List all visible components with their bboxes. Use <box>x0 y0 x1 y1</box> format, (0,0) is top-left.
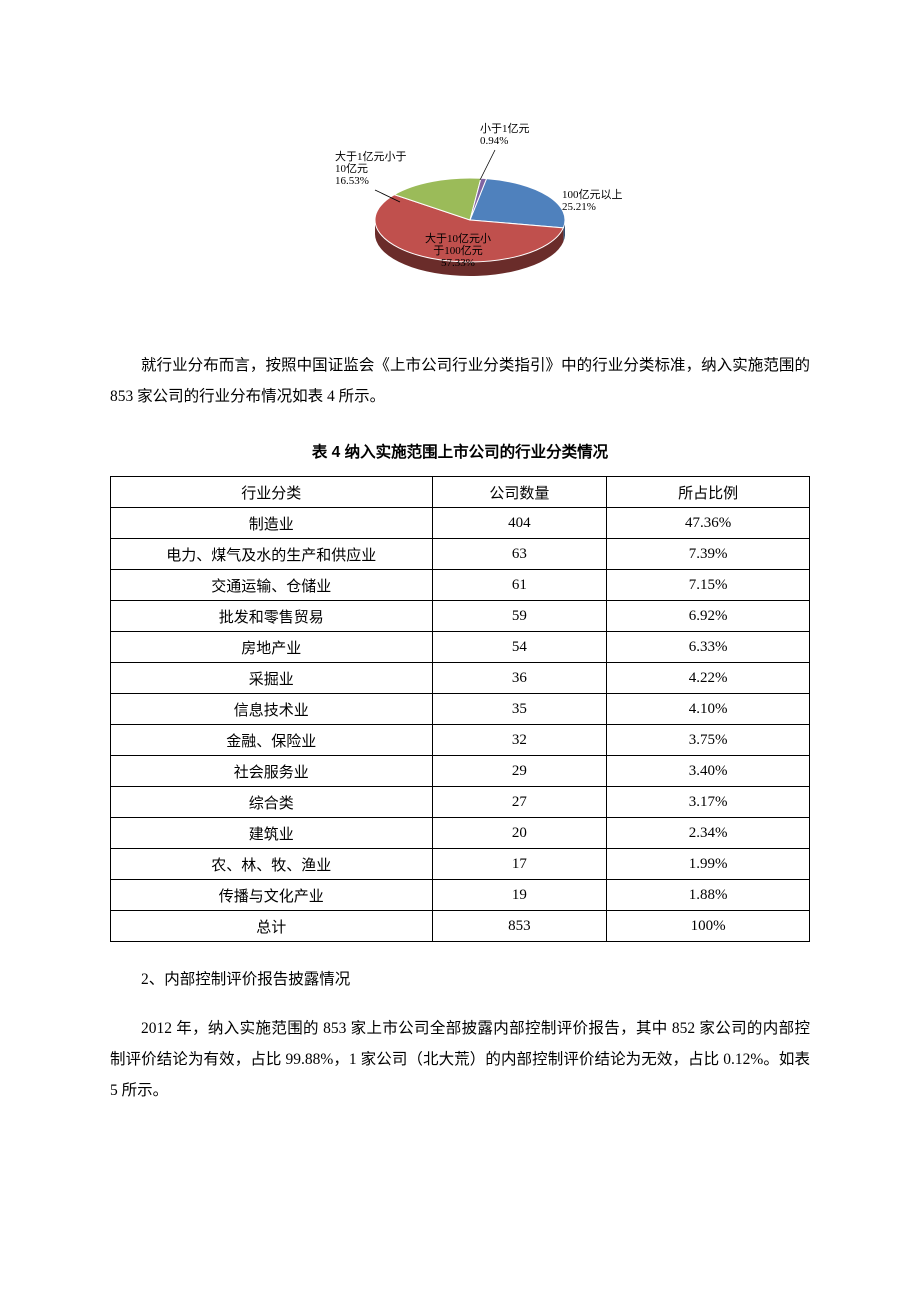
table-cell: 3.40% <box>607 756 810 787</box>
table-cell: 6.92% <box>607 601 810 632</box>
table-cell: 批发和零售贸易 <box>111 601 433 632</box>
pie-chart-container: 小于1亿元0.94%100亿元以上25.21%大于10亿元小于100亿元57.3… <box>110 120 810 310</box>
table-cell: 3.75% <box>607 725 810 756</box>
paragraph-industry-intro: 就行业分布而言，按照中国证监会《上市公司行业分类指引》中的行业分类标准，纳入实施… <box>110 350 810 412</box>
table-cell: 信息技术业 <box>111 694 433 725</box>
table-cell: 综合类 <box>111 787 433 818</box>
table-cell: 36 <box>432 663 607 694</box>
pie-slice-label: 小于1亿元0.94% <box>480 122 530 147</box>
table-cell: 63 <box>432 539 607 570</box>
table-cell: 61 <box>432 570 607 601</box>
table-cell: 交通运输、仓储业 <box>111 570 433 601</box>
pie-slice-label: 100亿元以上25.21% <box>562 188 623 213</box>
table-cell: 传播与文化产业 <box>111 880 433 911</box>
col-industry-header: 行业分类 <box>111 477 433 508</box>
table-row: 批发和零售贸易596.92% <box>111 601 810 632</box>
table-cell: 20 <box>432 818 607 849</box>
table-cell: 金融、保险业 <box>111 725 433 756</box>
pie-slice <box>470 179 565 228</box>
table-cell: 7.39% <box>607 539 810 570</box>
table-row: 信息技术业354.10% <box>111 694 810 725</box>
table-cell: 17 <box>432 849 607 880</box>
table-cell: 电力、煤气及水的生产和供应业 <box>111 539 433 570</box>
table-cell: 54 <box>432 632 607 663</box>
table-cell: 房地产业 <box>111 632 433 663</box>
table-cell: 社会服务业 <box>111 756 433 787</box>
table-cell: 404 <box>432 508 607 539</box>
table-cell: 总计 <box>111 911 433 942</box>
table4-title: 表 4 纳入实施范围上市公司的行业分类情况 <box>110 440 810 462</box>
table-cell: 27 <box>432 787 607 818</box>
table-cell: 制造业 <box>111 508 433 539</box>
table-cell: 853 <box>432 911 607 942</box>
table-cell: 47.36% <box>607 508 810 539</box>
table-row: 制造业40447.36% <box>111 508 810 539</box>
table-cell: 1.88% <box>607 880 810 911</box>
table-cell: 农、林、牧、渔业 <box>111 849 433 880</box>
col-pct-header: 所占比例 <box>607 477 810 508</box>
table-row: 综合类273.17% <box>111 787 810 818</box>
table-row: 传播与文化产业191.88% <box>111 880 810 911</box>
table-row: 采掘业364.22% <box>111 663 810 694</box>
table-cell: 3.17% <box>607 787 810 818</box>
table-cell: 2.34% <box>607 818 810 849</box>
paragraph-internal-control: 2012 年，纳入实施范围的 853 家上市公司全部披露内部控制评价报告，其中 … <box>110 1013 810 1106</box>
table-cell: 7.15% <box>607 570 810 601</box>
table-row: 金融、保险业323.75% <box>111 725 810 756</box>
table-row: 社会服务业293.40% <box>111 756 810 787</box>
table4: 行业分类公司数量所占比例制造业40447.36%电力、煤气及水的生产和供应业63… <box>110 476 810 942</box>
table-cell: 100% <box>607 911 810 942</box>
table-cell: 19 <box>432 880 607 911</box>
table-cell: 4.22% <box>607 663 810 694</box>
table-cell: 59 <box>432 601 607 632</box>
table-cell: 29 <box>432 756 607 787</box>
table-row: 农、林、牧、渔业171.99% <box>111 849 810 880</box>
table-cell: 建筑业 <box>111 818 433 849</box>
table-cell: 35 <box>432 694 607 725</box>
col-count-header: 公司数量 <box>432 477 607 508</box>
table-cell: 6.33% <box>607 632 810 663</box>
table-row: 交通运输、仓储业617.15% <box>111 570 810 601</box>
pie-chart: 小于1亿元0.94%100亿元以上25.21%大于10亿元小于100亿元57.3… <box>280 120 640 310</box>
section-heading-internal-control: 2、内部控制评价报告披露情况 <box>110 964 810 995</box>
table-row: 建筑业202.34% <box>111 818 810 849</box>
table-cell: 1.99% <box>607 849 810 880</box>
table-cell: 32 <box>432 725 607 756</box>
table-row: 总计853100% <box>111 911 810 942</box>
pie-leader-line <box>480 150 495 180</box>
table-row: 房地产业546.33% <box>111 632 810 663</box>
pie-slice-label: 大于1亿元小于10亿元16.53% <box>335 149 407 187</box>
table-row: 电力、煤气及水的生产和供应业637.39% <box>111 539 810 570</box>
table-cell: 4.10% <box>607 694 810 725</box>
table-cell: 采掘业 <box>111 663 433 694</box>
